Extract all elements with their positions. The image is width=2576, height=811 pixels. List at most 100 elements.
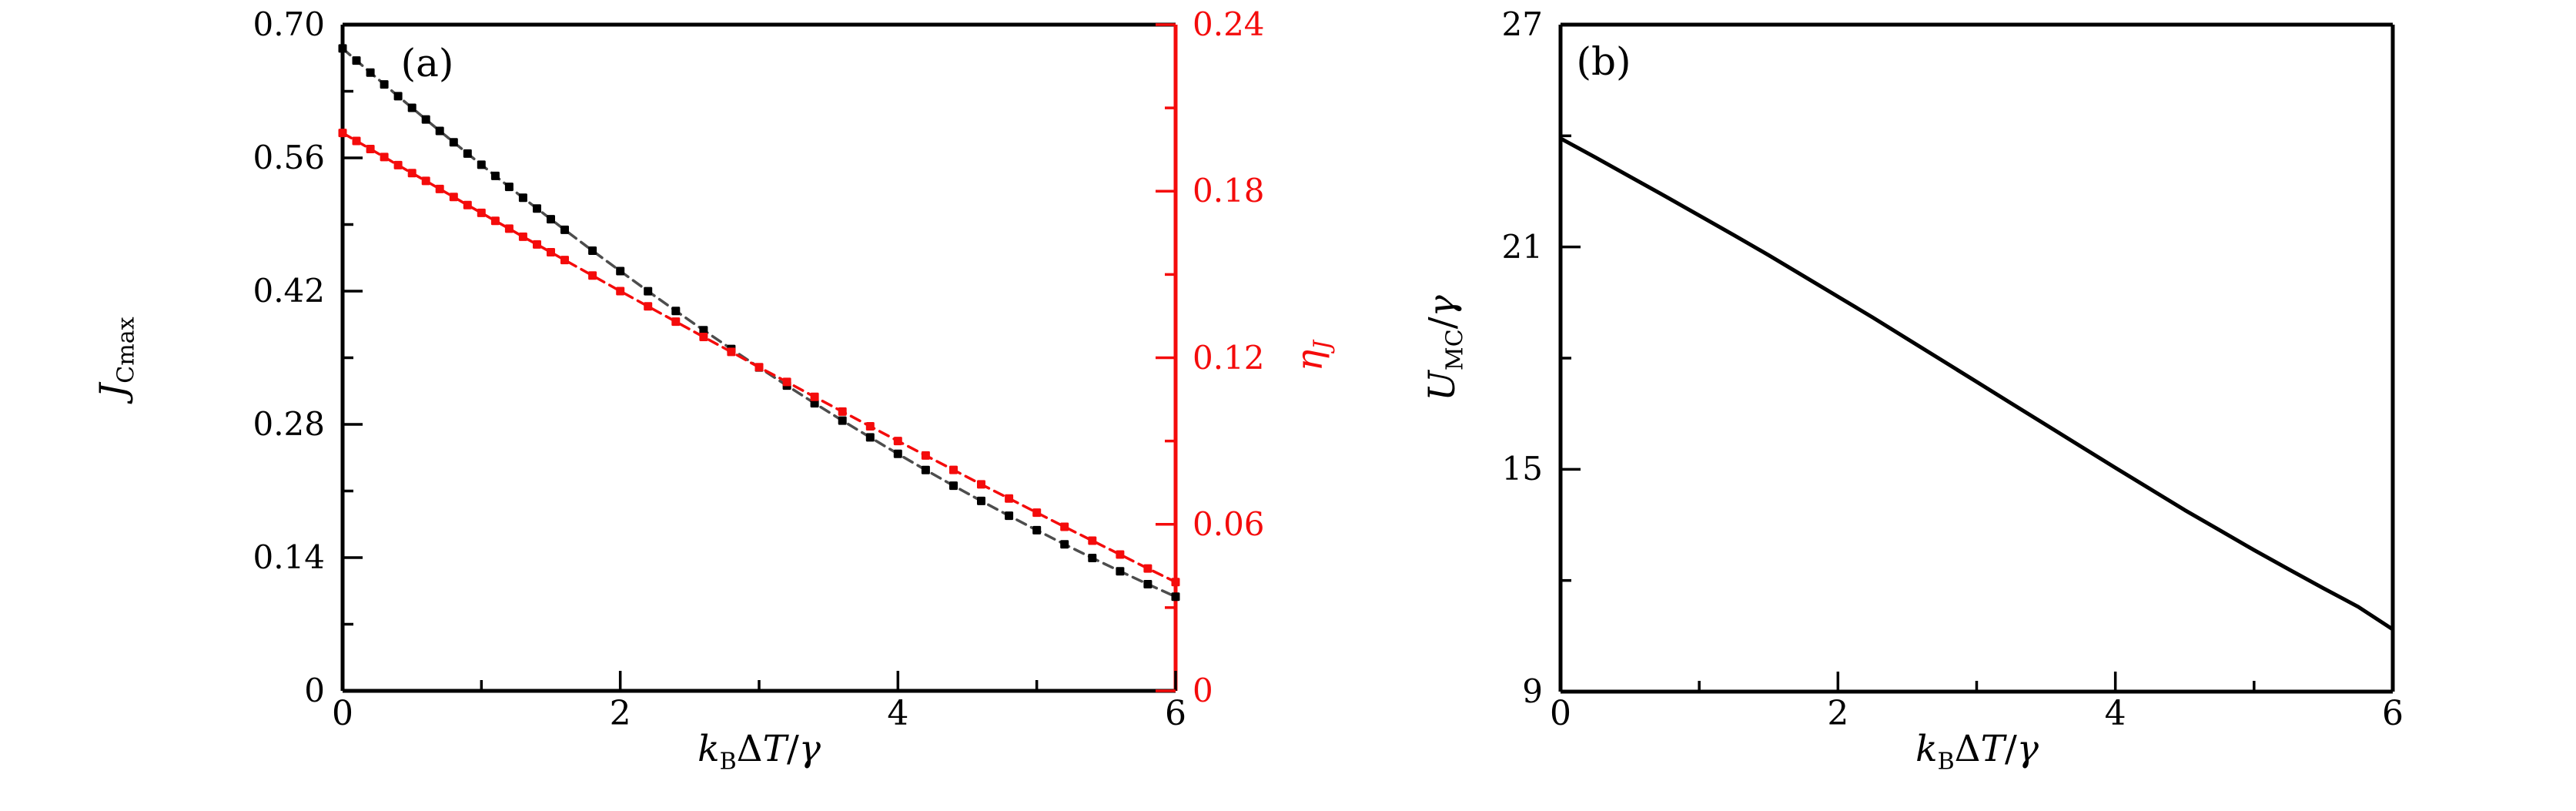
series-eta_J-marker bbox=[644, 302, 653, 311]
label-run: J bbox=[1309, 340, 1337, 350]
series-J_Cmax-marker bbox=[949, 481, 958, 491]
series-J_Cmax-marker bbox=[490, 171, 500, 180]
series-J_Cmax-marker bbox=[547, 215, 555, 224]
series-J_Cmax-marker bbox=[699, 326, 708, 335]
series-J_Cmax-marker bbox=[477, 160, 486, 169]
label-run: Cmax bbox=[112, 317, 140, 384]
series-J_Cmax-marker bbox=[380, 80, 389, 89]
label-run: Δ bbox=[1954, 728, 1981, 771]
series-eta_J-marker bbox=[1143, 564, 1153, 573]
series-J_Cmax-marker bbox=[518, 193, 527, 203]
series-eta_J-marker bbox=[1088, 536, 1097, 545]
series-U_MC-line bbox=[1558, 136, 2395, 632]
series-J_Cmax-marker bbox=[588, 246, 597, 255]
y-tick-label: 0.28 bbox=[253, 405, 325, 443]
y-tick-label: 0.70 bbox=[253, 5, 325, 43]
label-run: U bbox=[1421, 370, 1464, 401]
series-J_Cmax-marker bbox=[616, 266, 625, 276]
series-J_Cmax-marker bbox=[463, 149, 472, 158]
label-run: / bbox=[1421, 317, 1464, 330]
series-J_Cmax-marker bbox=[421, 115, 430, 124]
x-tick-label: 4 bbox=[2104, 694, 2126, 733]
label-run: η bbox=[1289, 349, 1332, 372]
y-axis-title: JCmax bbox=[92, 317, 140, 398]
series-J_Cmax-marker bbox=[435, 126, 444, 136]
x-tick-label: 6 bbox=[2382, 694, 2404, 733]
label-run: / bbox=[786, 728, 799, 771]
series-J_Cmax-marker bbox=[1088, 554, 1097, 562]
label-run: T bbox=[762, 728, 787, 771]
series-eta_J-marker bbox=[838, 407, 847, 416]
label-run: MC bbox=[1441, 329, 1469, 371]
series-eta_J-marker bbox=[463, 200, 472, 209]
x-tick-label: 6 bbox=[1165, 694, 1186, 733]
series-J_Cmax-marker bbox=[644, 287, 653, 296]
series-J_Cmax-marker bbox=[393, 92, 403, 101]
series-J_Cmax-marker bbox=[977, 496, 985, 505]
series-eta_J-marker bbox=[435, 184, 444, 193]
series-J_Cmax-marker bbox=[1143, 580, 1153, 588]
y-tick-label: 0.14 bbox=[253, 538, 325, 576]
series-eta_J-marker bbox=[588, 271, 597, 280]
x-tick-label: 0 bbox=[332, 694, 353, 733]
series-eta_J-marker bbox=[477, 208, 486, 217]
series-eta_J-marker bbox=[893, 437, 902, 446]
series-J_Cmax-marker bbox=[560, 225, 569, 234]
series-eta_J-marker bbox=[366, 145, 375, 153]
series-J_Cmax-marker bbox=[338, 44, 347, 53]
series-eta_J-marker bbox=[949, 465, 958, 474]
y-tick-label: 9 bbox=[1522, 672, 1543, 710]
series-J_Cmax-marker bbox=[504, 183, 514, 192]
series-eta_J-marker bbox=[518, 232, 527, 241]
series-J_Cmax-marker bbox=[810, 399, 819, 408]
label-run: J bbox=[92, 383, 135, 398]
series-J_Cmax-marker bbox=[1171, 592, 1180, 602]
right-tick-label: 0.06 bbox=[1193, 504, 1265, 543]
series-J_Cmax-marker bbox=[838, 416, 847, 425]
right-tick-label: 0.18 bbox=[1193, 172, 1265, 210]
series-J_Cmax-marker bbox=[1005, 511, 1014, 521]
label-run: k bbox=[698, 728, 720, 771]
series-J_Cmax-marker bbox=[1116, 567, 1125, 576]
series-J_Cmax-marker bbox=[407, 103, 417, 112]
label-run: T bbox=[1980, 728, 2005, 771]
series-eta_J-marker bbox=[1171, 578, 1180, 587]
label-run: / bbox=[2004, 728, 2017, 771]
series-J_Cmax-marker bbox=[921, 465, 930, 474]
series-eta_J-marker bbox=[338, 129, 347, 138]
series-eta_J-marker bbox=[616, 287, 625, 296]
right-tick-label: 0.24 bbox=[1193, 5, 1265, 43]
series-J_Cmax-marker bbox=[352, 56, 361, 65]
series-eta_J-line bbox=[341, 131, 1177, 584]
y-tick-label: 15 bbox=[1501, 450, 1543, 488]
series-J_Cmax-marker bbox=[1060, 540, 1069, 549]
label-run: γ bbox=[1421, 295, 1464, 317]
series-eta_J-marker bbox=[380, 152, 389, 162]
x-axis-title: kBΔT/γ bbox=[698, 731, 821, 774]
right-axis-title: ηJ bbox=[1289, 340, 1337, 372]
y-tick-label: 27 bbox=[1501, 5, 1543, 43]
y-tick-label: 0 bbox=[304, 672, 325, 709]
x-tick-label: 4 bbox=[887, 694, 909, 733]
series-eta_J-marker bbox=[727, 347, 736, 357]
right-tick-label: 0.12 bbox=[1193, 338, 1265, 377]
label-run: k bbox=[1915, 728, 1938, 771]
series-eta_J-marker bbox=[671, 317, 681, 327]
series-eta_J-marker bbox=[865, 422, 875, 431]
series-eta_J-marker bbox=[699, 333, 708, 341]
series-J_Cmax-marker bbox=[366, 68, 375, 77]
y-tick-label: 0.42 bbox=[253, 272, 325, 310]
y-tick-label: 21 bbox=[1501, 227, 1543, 266]
series-eta_J-marker bbox=[421, 176, 430, 186]
x-tick-label: 0 bbox=[1550, 694, 1571, 733]
y-axis-title: UMC/γ bbox=[1421, 295, 1469, 401]
series-eta_J-marker bbox=[560, 256, 569, 265]
x-tick-label: 2 bbox=[1827, 694, 1849, 733]
series-eta_J-marker bbox=[782, 377, 791, 387]
series-eta_J-marker bbox=[1060, 522, 1069, 531]
label-run: B bbox=[719, 748, 737, 776]
label-run: γ bbox=[2016, 728, 2039, 771]
panel-a-tag: (a) bbox=[400, 41, 454, 85]
